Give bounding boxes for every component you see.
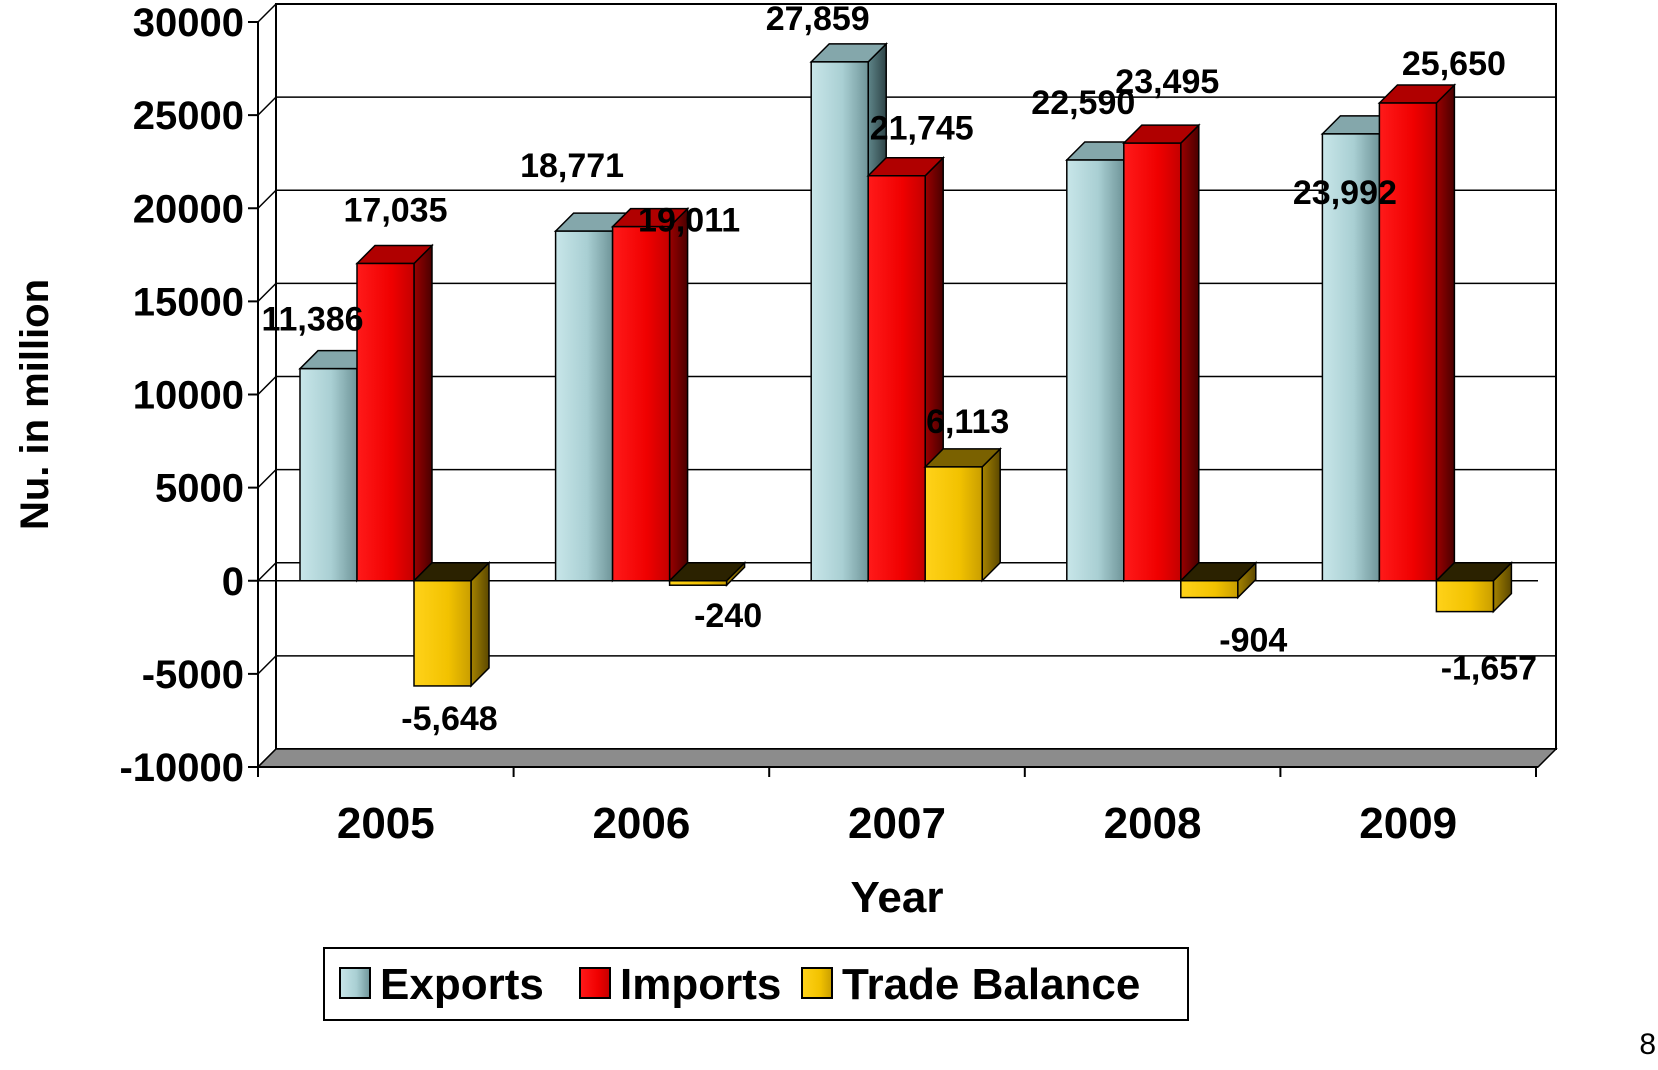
gridline-side	[258, 656, 276, 674]
legend-label: Trade Balance	[842, 960, 1140, 1009]
bar-trade-balance-2005	[414, 563, 489, 686]
floor	[258, 749, 1556, 767]
data-label: 6,113	[926, 403, 1009, 441]
data-label: -904	[1219, 622, 1287, 660]
bar-front	[613, 227, 670, 581]
y-tick-label: 30000	[133, 1, 244, 45]
bar-imports-2008	[1124, 125, 1199, 581]
bar-front	[925, 467, 982, 581]
x-axis-title: Year	[851, 873, 944, 922]
bar-front	[1067, 160, 1124, 581]
bar-side	[414, 245, 432, 580]
bar-imports-2006	[613, 209, 688, 581]
data-label: 21,745	[870, 110, 974, 148]
bar-front	[556, 231, 613, 581]
gridline-side	[258, 377, 276, 395]
x-tick-label: 2008	[1104, 799, 1202, 848]
legend-swatch-1	[580, 968, 610, 998]
data-label: -5,648	[401, 700, 497, 738]
y-tick-label: 5000	[155, 467, 244, 511]
y-tick-label: 15000	[133, 280, 244, 324]
legend-swatch-0	[340, 968, 370, 998]
gridline-side	[258, 4, 276, 22]
gridline-side	[258, 190, 276, 208]
gridline-side	[258, 283, 276, 301]
y-axis: 30000 25000 20000 15000 10000 5000 0 -5000 -1000…	[13, 1, 258, 790]
y-tick-label: -10000	[119, 746, 244, 790]
data-label: 18,771	[520, 147, 624, 185]
x-axis: 2005 2006 2007 2008 2009 Year	[258, 767, 1538, 922]
bar-front	[811, 62, 868, 581]
bar-front	[300, 369, 357, 581]
data-label: 23,495	[1115, 63, 1219, 101]
data-label: -1,657	[1441, 650, 1537, 688]
x-tick-label: 2009	[1359, 799, 1457, 848]
bar-front	[670, 581, 727, 585]
legend-swatch-2	[802, 968, 832, 998]
data-label: 27,859	[766, 0, 870, 38]
bar-side	[471, 563, 489, 686]
x-tick-label: 2005	[337, 799, 435, 848]
legend-label: Exports	[380, 960, 544, 1009]
bar-trade-balance-2009	[1436, 563, 1511, 612]
data-label: -240	[694, 597, 762, 635]
page-number: 8	[1639, 1028, 1656, 1062]
data-label: 19,011	[638, 202, 740, 240]
legend: Exports Imports Trade Balance	[324, 948, 1188, 1020]
bar-front	[1436, 581, 1493, 612]
data-label: 25,650	[1402, 45, 1506, 83]
bar-front	[357, 263, 414, 580]
gridline-side	[258, 563, 276, 581]
x-tick-label: 2007	[848, 799, 946, 848]
bar-front	[1124, 143, 1181, 581]
bar-trade-balance-2007	[925, 449, 1000, 581]
data-label: 23,992	[1293, 174, 1397, 212]
y-tick-label: 10000	[133, 374, 244, 418]
gridline-side	[258, 97, 276, 115]
bar-front	[1181, 581, 1238, 598]
bar-imports-2009	[1379, 85, 1454, 581]
y-tick-label: 25000	[133, 94, 244, 138]
bar-side	[1436, 85, 1454, 581]
y-tick-label: 20000	[133, 187, 244, 231]
y-tick-label: 0	[222, 560, 244, 604]
legend-label: Imports	[620, 960, 781, 1009]
y-axis-title: Nu. in million	[13, 279, 57, 530]
bar-side	[982, 449, 1000, 581]
bar-front	[414, 581, 471, 686]
y-tick-label: -5000	[142, 653, 244, 697]
data-label: 17,035	[344, 191, 448, 229]
bar-side	[1181, 125, 1199, 581]
bar-side	[670, 209, 688, 581]
bar-front	[868, 176, 925, 581]
gridline-side	[258, 470, 276, 488]
x-tick-label: 2006	[592, 799, 690, 848]
bar-imports-2005	[357, 245, 432, 580]
data-label: 11,386	[261, 301, 363, 339]
